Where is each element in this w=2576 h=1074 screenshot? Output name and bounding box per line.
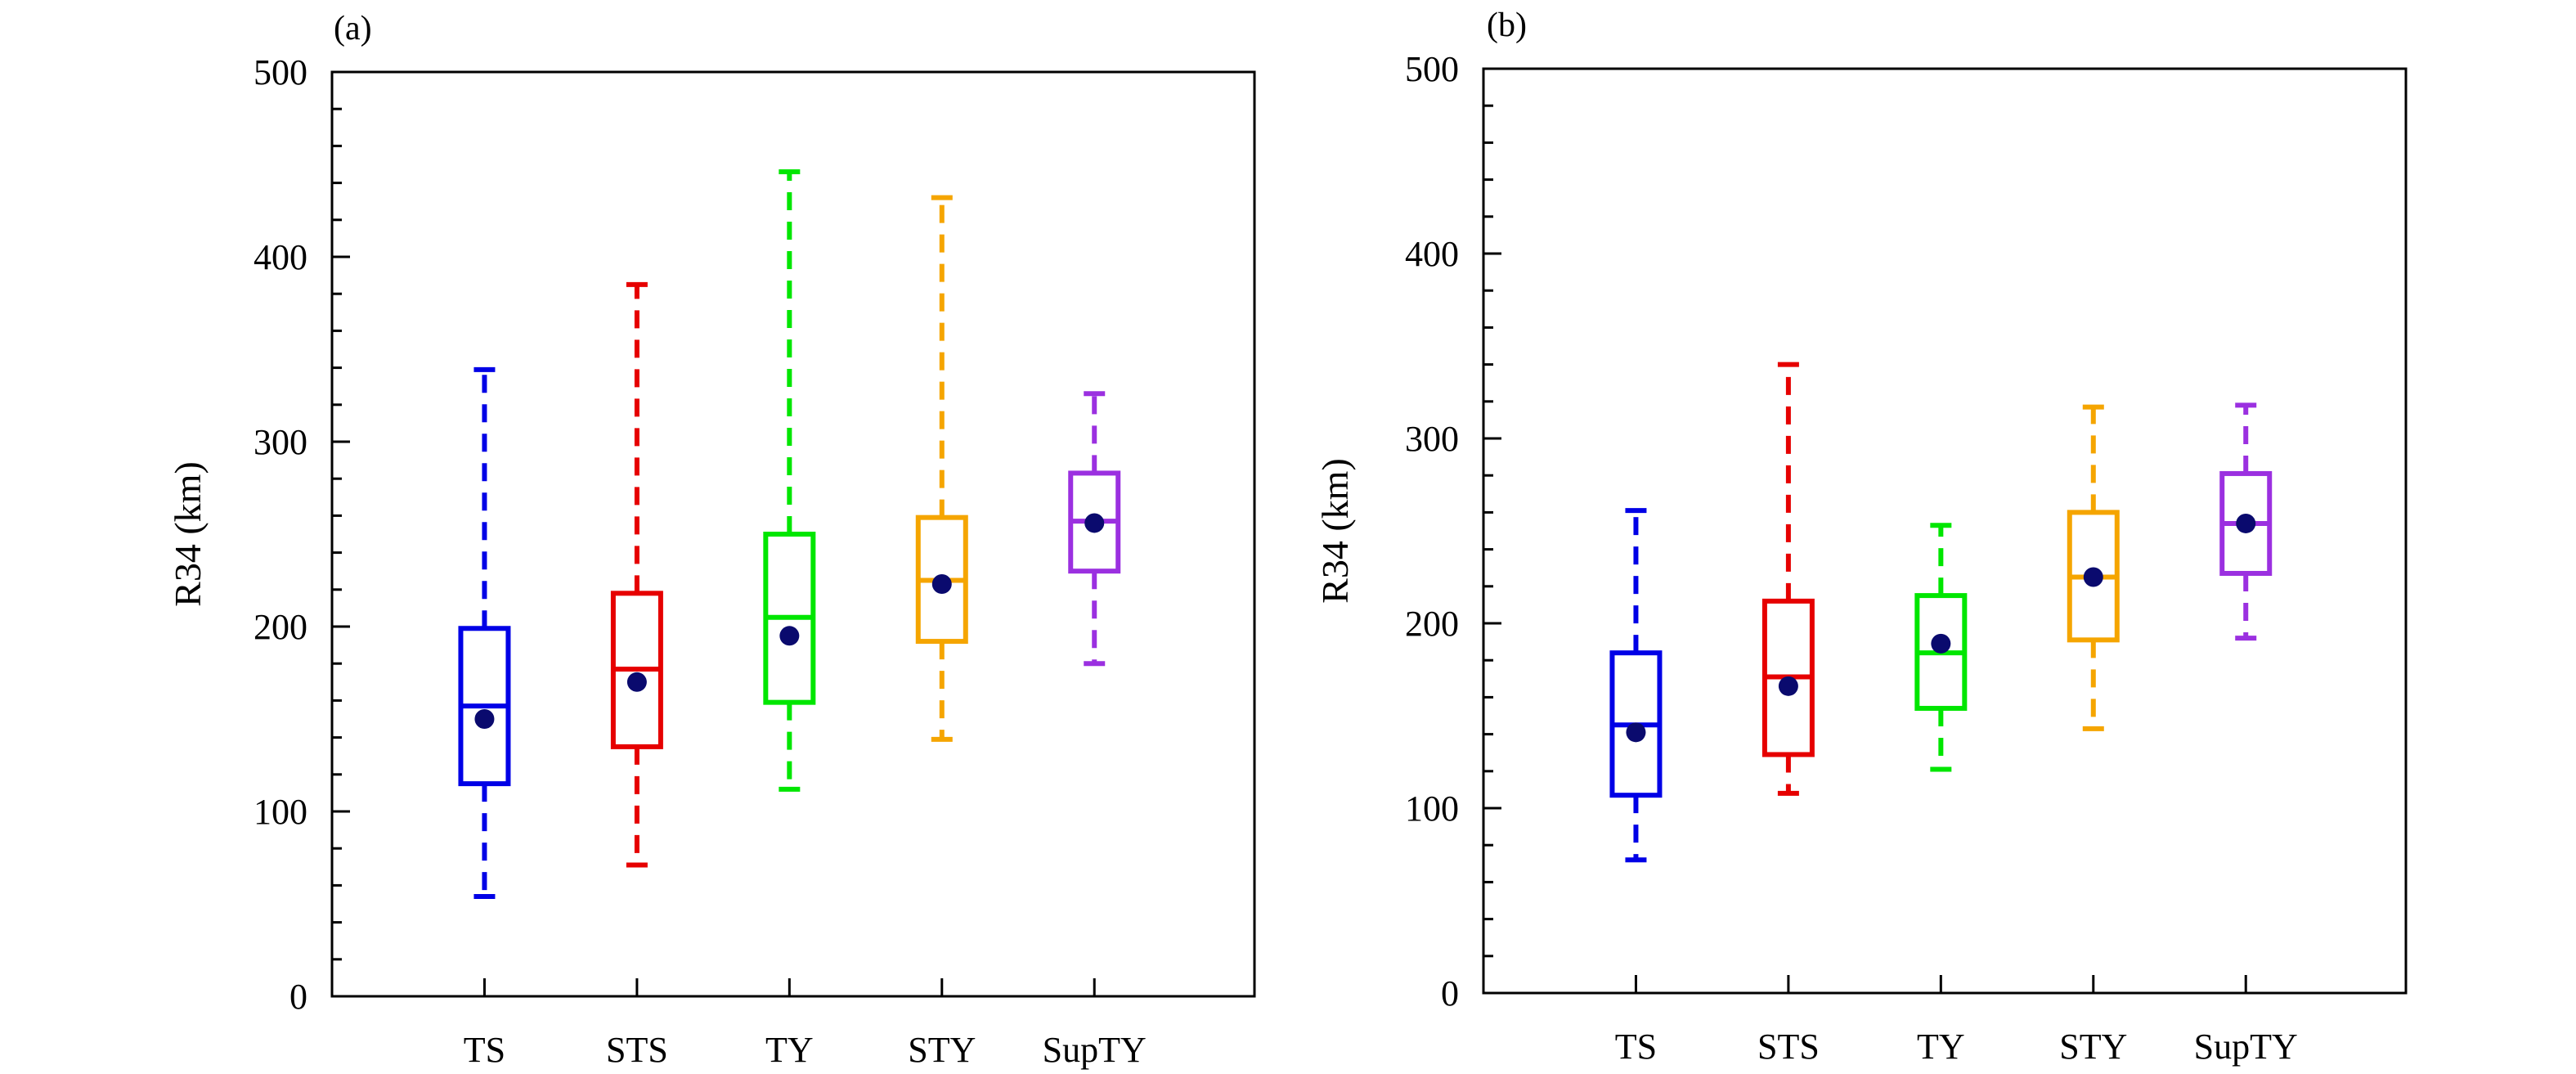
panel-label: (b) xyxy=(1487,7,1527,44)
x-tick-label: STY xyxy=(908,1030,976,1070)
panel-b: 0 100 200 300 400 500 R34 (km) (b) TS STS TY STY Sup… xyxy=(1314,7,2408,1067)
box-sts: STS xyxy=(1757,362,1820,1067)
panel-label: (a) xyxy=(334,10,372,47)
y-tick-label: 300 xyxy=(1405,419,1459,459)
y-tick-label: 200 xyxy=(254,607,307,647)
box-sts: STS xyxy=(606,281,668,1070)
plot-frame xyxy=(1482,67,2408,995)
y-tick-label: 400 xyxy=(254,237,307,277)
y-tick-label: 0 xyxy=(289,977,307,1017)
y-tick-label: 200 xyxy=(1405,604,1459,644)
x-tick-label: TS xyxy=(464,1030,505,1070)
plot-frame xyxy=(330,70,1256,998)
x-tick-label: TS xyxy=(1615,1027,1657,1067)
y-tick-label: 500 xyxy=(254,52,307,92)
y-axis-label: R34 (km) xyxy=(1314,458,1356,604)
mean-point xyxy=(931,574,952,595)
x-tick-label: SupTY xyxy=(1043,1030,1147,1070)
y-tick-label: 500 xyxy=(1405,49,1459,89)
mean-point xyxy=(1084,513,1105,533)
x-tick-label: STS xyxy=(1757,1027,1820,1067)
mean-point xyxy=(2083,567,2103,587)
box-ty: TY xyxy=(763,169,816,1070)
x-tick-label: SupTY xyxy=(2194,1027,2298,1067)
box-sty: STY xyxy=(2059,404,2127,1067)
mean-point xyxy=(474,709,495,729)
x-tick-label: STY xyxy=(2059,1027,2127,1067)
y-tick-label: 0 xyxy=(1441,973,1459,1013)
x-tick-label: STS xyxy=(606,1030,668,1070)
x-tick-label: TY xyxy=(765,1030,814,1070)
box-ts: TS xyxy=(1609,508,1663,1067)
mean-point xyxy=(1778,676,1798,696)
box-ts: TS xyxy=(458,366,511,1070)
mean-point xyxy=(1626,722,1646,743)
mean-point xyxy=(2236,513,2256,533)
box-sty: STY xyxy=(908,195,976,1070)
box-supty: SupTY xyxy=(1043,391,1147,1070)
y-tick-label: 300 xyxy=(254,422,307,462)
box-supty: SupTY xyxy=(2194,402,2298,1067)
mean-point xyxy=(1931,633,1951,654)
mean-point xyxy=(779,626,800,646)
mean-point xyxy=(626,672,647,692)
x-tick-label: TY xyxy=(1917,1027,1965,1067)
y-tick-label: 100 xyxy=(1405,789,1459,829)
panel-a: 0 100 200 300 400 500 R34 (km) (a) TS STS TY STY Sup… xyxy=(167,10,1256,1070)
box-ty: TY xyxy=(1914,523,1968,1067)
y-axis-label: R34 (km) xyxy=(167,461,209,607)
y-tick-label: 100 xyxy=(254,792,307,832)
y-tick-label: 400 xyxy=(1405,234,1459,274)
